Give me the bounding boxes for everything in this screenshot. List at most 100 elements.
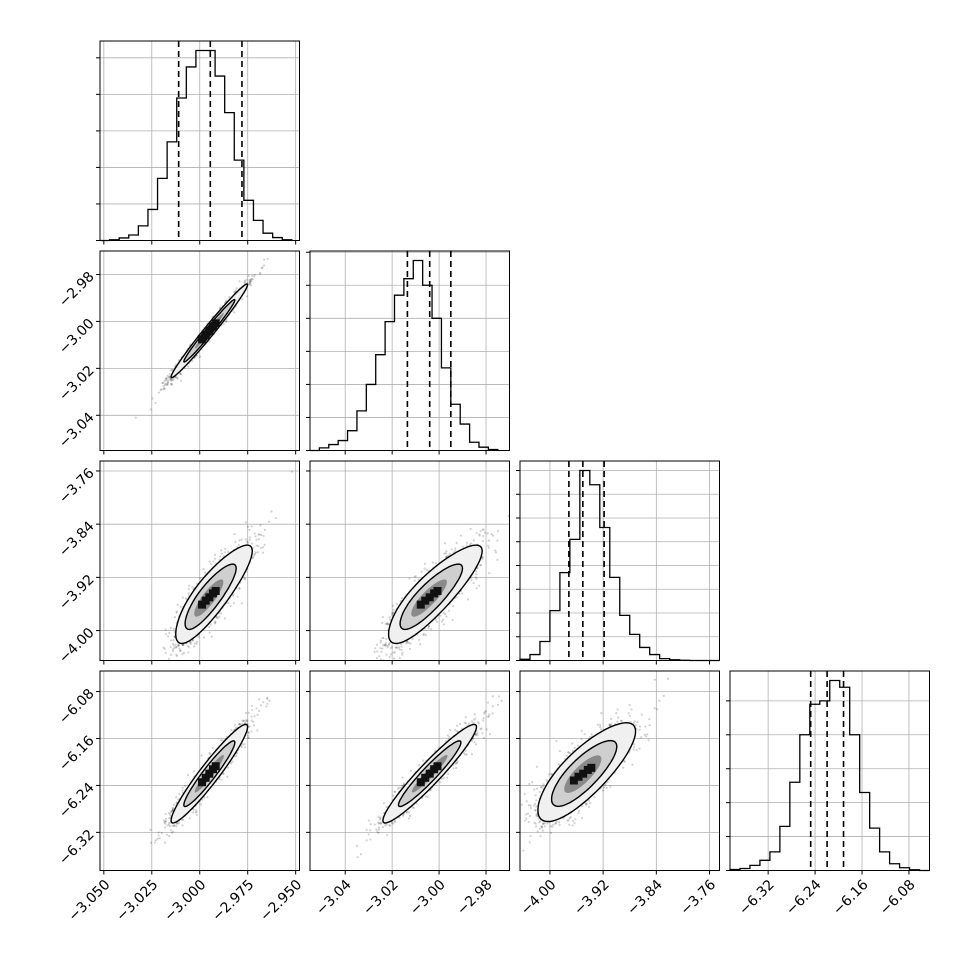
sample-point — [532, 804, 535, 807]
sample-point — [395, 602, 398, 605]
sample-point — [241, 743, 244, 746]
sample-point — [193, 642, 196, 645]
sample-point — [242, 719, 245, 722]
histogram-step-line — [100, 49, 293, 242]
sample-point — [168, 834, 171, 838]
sample-point — [220, 778, 223, 781]
sample-point — [445, 549, 448, 553]
sample-point — [238, 587, 241, 590]
sample-point — [455, 724, 459, 727]
sample-point — [384, 622, 387, 626]
sample-point — [638, 728, 641, 731]
sample-point — [525, 817, 528, 820]
sample-point — [157, 834, 160, 837]
sample-point — [385, 806, 388, 809]
sample-point — [379, 639, 382, 642]
sample-point — [479, 564, 483, 567]
sample-point — [439, 781, 442, 784]
sample-point — [396, 787, 399, 790]
sample-point — [539, 819, 542, 823]
sample-point — [473, 741, 476, 744]
sample-point — [486, 544, 490, 547]
sample-point — [367, 819, 370, 822]
sample-point — [164, 382, 167, 385]
scatter-panel-2-3 — [516, 670, 720, 875]
sample-point — [535, 813, 538, 816]
density-block — [198, 335, 207, 344]
sample-point — [381, 636, 384, 639]
sample-point — [481, 557, 484, 560]
sample-point — [188, 646, 191, 649]
sample-point — [386, 833, 389, 837]
sample-point — [653, 707, 656, 710]
sample-point — [392, 609, 395, 612]
sample-point — [574, 818, 577, 821]
y-tick-label: −6.08 — [56, 686, 98, 728]
sample-point — [459, 534, 463, 537]
sample-point — [423, 567, 426, 570]
sample-point — [374, 647, 377, 650]
panel-content — [149, 696, 271, 844]
sample-point — [257, 533, 260, 536]
sample-point — [245, 278, 248, 281]
sample-point — [245, 720, 248, 723]
sample-point — [377, 821, 380, 824]
sample-point — [448, 552, 451, 556]
sample-point — [536, 830, 539, 833]
sample-point — [534, 802, 537, 805]
sample-point — [381, 825, 385, 829]
sample-point — [391, 645, 394, 648]
sample-point — [401, 651, 404, 654]
sample-point — [440, 777, 443, 781]
sample-point — [422, 632, 425, 635]
sample-point — [164, 651, 167, 655]
sample-point — [464, 753, 467, 756]
sample-point — [391, 613, 394, 617]
sample-point — [171, 809, 174, 812]
sample-point — [192, 770, 196, 773]
sample-point — [558, 821, 561, 824]
sample-point — [250, 715, 253, 718]
sample-point — [263, 528, 267, 532]
sample-point — [566, 819, 569, 822]
sample-point — [486, 701, 490, 704]
sample-point — [455, 761, 459, 764]
sample-point — [194, 809, 198, 812]
sample-point — [445, 615, 448, 618]
sample-point — [156, 837, 159, 840]
sample-point — [211, 746, 214, 750]
sample-point — [181, 596, 184, 599]
sample-point — [628, 703, 631, 707]
sample-point — [169, 377, 173, 380]
sample-point — [443, 542, 447, 545]
sample-point — [235, 726, 238, 730]
sample-point — [177, 645, 180, 648]
density-block — [205, 326, 214, 335]
sample-point — [169, 626, 172, 630]
sample-point — [434, 618, 437, 621]
sample-point — [446, 776, 449, 779]
sample-point — [545, 779, 548, 782]
sample-point — [265, 705, 268, 708]
sample-point — [384, 642, 387, 645]
sample-point — [400, 597, 404, 600]
sample-point — [475, 570, 478, 573]
sample-point — [534, 794, 537, 797]
sample-point — [176, 644, 180, 647]
sample-point — [399, 643, 403, 646]
sample-point — [529, 834, 532, 838]
sample-point — [253, 532, 256, 535]
histogram-panel-3 — [726, 670, 930, 875]
sample-point — [378, 655, 381, 658]
sample-point — [405, 811, 408, 814]
sample-point — [617, 716, 620, 719]
sample-point — [258, 698, 261, 701]
sample-point — [461, 545, 465, 548]
sample-point — [250, 277, 253, 281]
sample-point — [379, 818, 382, 821]
sample-point — [246, 525, 250, 528]
sample-point — [198, 355, 202, 358]
sample-point — [380, 650, 383, 653]
sample-point — [388, 641, 391, 644]
sample-point — [401, 653, 404, 656]
